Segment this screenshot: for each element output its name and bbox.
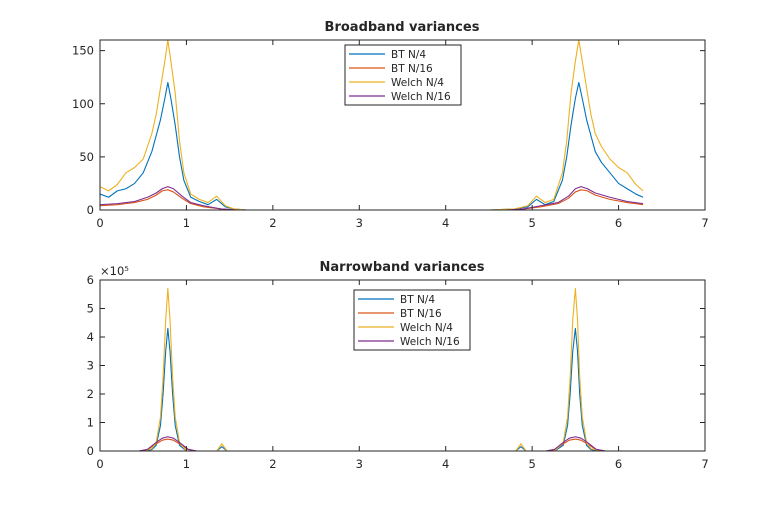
x-tick-label: 5 xyxy=(528,216,535,230)
x-tick-label: 6 xyxy=(615,457,622,471)
y-tick-label: 0 xyxy=(87,444,94,458)
x-tick-label: 2 xyxy=(269,457,276,471)
y-tick-label: 1 xyxy=(87,416,94,430)
legend-entry: Welch N/4 xyxy=(400,322,453,334)
broadband-variances-plot: Broadband variances 0 1 2 3 4 5 6 7 0 50 100 150 BT… xyxy=(72,20,709,230)
y-tick-label: 150 xyxy=(72,44,94,58)
series-line-4 xyxy=(100,436,644,452)
x-tick-label: 1 xyxy=(183,457,190,471)
legend-entry: Welch N/16 xyxy=(400,336,460,348)
x-tick-label: 0 xyxy=(96,457,103,471)
x-tick-label: 3 xyxy=(356,216,363,230)
legend-entry: BT N/4 xyxy=(391,49,426,61)
plot-title: Broadband variances xyxy=(325,20,480,35)
y-tick-label: 0 xyxy=(87,203,94,217)
narrowband-variances-plot: Narrowband variances ×10⁵ 0 1 2 3 4 5 6 7 0 1 2 3 4 5… xyxy=(87,260,709,471)
x-tick-label: 5 xyxy=(528,457,535,471)
y-exponent-label: ×10⁵ xyxy=(100,264,129,278)
y-tick-label: 50 xyxy=(79,150,94,164)
legend: BT N/4 BT N/16 Welch N/4 Welch N/16 xyxy=(353,289,471,351)
legend: BT N/4 BT N/16 Welch N/4 Welch N/16 xyxy=(344,44,462,106)
axes-box xyxy=(99,39,706,211)
y-tick-label: 6 xyxy=(87,273,94,287)
x-tick-label: 7 xyxy=(701,457,708,471)
x-tick-label: 4 xyxy=(442,216,449,230)
x-tick-label: 4 xyxy=(442,457,449,471)
x-tick-label: 6 xyxy=(615,216,622,230)
legend-box xyxy=(353,289,471,351)
plot-title: Narrowband variances xyxy=(320,260,485,275)
y-tick-label: 100 xyxy=(72,97,94,111)
legend-entry: BT N/16 xyxy=(391,63,433,75)
x-tick-label: 1 xyxy=(183,216,190,230)
y-tick-label: 3 xyxy=(87,359,94,373)
legend-entry: Welch N/4 xyxy=(391,77,444,89)
y-tick-label: 2 xyxy=(87,387,94,401)
x-tick-label: 0 xyxy=(96,216,103,230)
axis-ticks: 0 1 2 3 4 5 6 7 0 50 100 150 xyxy=(72,40,709,230)
y-tick-label: 5 xyxy=(87,302,94,316)
legend-box xyxy=(344,44,462,106)
legend-entry: BT N/16 xyxy=(400,308,442,320)
axis-ticks: 0 1 2 3 4 5 6 7 0 1 2 3 4 5 6 xyxy=(87,273,709,471)
x-tick-label: 3 xyxy=(356,457,363,471)
x-tick-label: 7 xyxy=(701,216,708,230)
legend-entry: Welch N/16 xyxy=(391,91,451,103)
x-tick-label: 2 xyxy=(269,216,276,230)
y-tick-label: 4 xyxy=(87,330,94,344)
legend-entry: BT N/4 xyxy=(400,294,435,306)
